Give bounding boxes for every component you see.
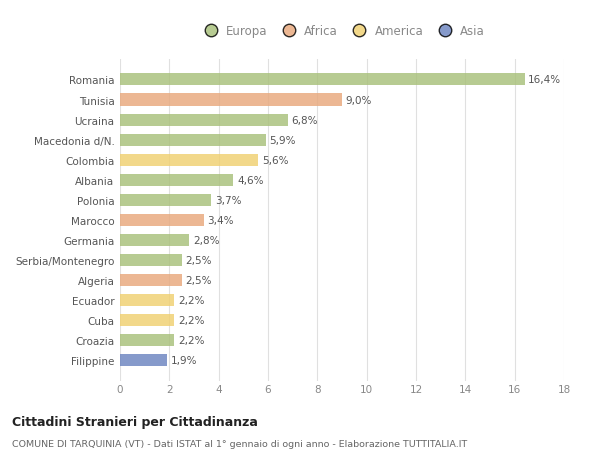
Bar — [120, 174, 233, 186]
Bar — [120, 114, 288, 126]
Bar — [120, 274, 182, 286]
Text: 2,8%: 2,8% — [193, 235, 219, 245]
Bar — [120, 354, 167, 366]
Text: 2,5%: 2,5% — [185, 255, 212, 265]
Text: 16,4%: 16,4% — [528, 75, 562, 85]
Text: 2,2%: 2,2% — [178, 336, 205, 345]
Text: 5,6%: 5,6% — [262, 155, 289, 165]
Bar — [120, 194, 211, 206]
Bar — [120, 314, 174, 326]
Bar — [120, 74, 524, 86]
Bar — [120, 254, 182, 266]
Bar — [120, 235, 189, 246]
Text: COMUNE DI TARQUINIA (VT) - Dati ISTAT al 1° gennaio di ogni anno - Elaborazione : COMUNE DI TARQUINIA (VT) - Dati ISTAT al… — [12, 439, 467, 448]
Bar — [120, 94, 342, 106]
Text: 1,9%: 1,9% — [170, 355, 197, 365]
Bar — [120, 334, 174, 347]
Text: 3,7%: 3,7% — [215, 196, 241, 205]
Legend: Europa, Africa, America, Asia: Europa, Africa, America, Asia — [194, 21, 490, 43]
Text: 3,4%: 3,4% — [208, 215, 234, 225]
Text: 2,5%: 2,5% — [185, 275, 212, 285]
Text: 4,6%: 4,6% — [237, 175, 263, 185]
Bar — [120, 294, 174, 306]
Text: 2,2%: 2,2% — [178, 295, 205, 305]
Text: 2,2%: 2,2% — [178, 315, 205, 325]
Bar — [120, 154, 258, 166]
Text: 9,0%: 9,0% — [346, 95, 372, 105]
Bar — [120, 214, 204, 226]
Text: Cittadini Stranieri per Cittadinanza: Cittadini Stranieri per Cittadinanza — [12, 415, 258, 428]
Text: 5,9%: 5,9% — [269, 135, 296, 146]
Bar — [120, 134, 266, 146]
Text: 6,8%: 6,8% — [292, 115, 318, 125]
